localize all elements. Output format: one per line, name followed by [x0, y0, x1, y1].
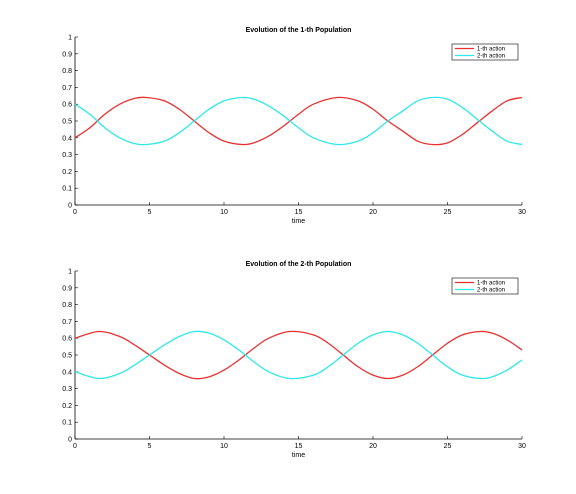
- x-tick-label: 20: [369, 443, 377, 450]
- x-tick-label: 30: [518, 443, 526, 450]
- x-tick-label: 20: [369, 209, 377, 216]
- legend-label: 1-th action: [477, 281, 505, 287]
- chart-2: Evolution of the 2-th Population 0 0.1 0.2 0…: [62, 261, 526, 459]
- x-tick-label: 5: [148, 209, 152, 216]
- x-tick-label: 10: [220, 443, 228, 450]
- chart-title: Evolution of the 2-th Population: [246, 261, 352, 268]
- chart-title: Evolution of the 1-th Population: [246, 27, 352, 34]
- x-tick-label: 5: [148, 443, 152, 450]
- chart-1: Evolution of the 1-th Population 0 0.1 0.2 0…: [62, 27, 526, 225]
- y-tick-label: 0.7: [62, 85, 72, 92]
- y-tick-label: 0.1: [62, 186, 72, 193]
- series-line-1: [74, 96, 523, 146]
- y-tick-label: 1: [68, 269, 72, 276]
- x-tick-label: 25: [444, 443, 452, 450]
- y-tick-label: 0.3: [62, 386, 72, 393]
- legend-label: 2-th action: [477, 288, 505, 294]
- y-tick-label: 0.4: [62, 135, 72, 142]
- x-axis-label: time: [292, 218, 305, 225]
- y-tick-label: 0.6: [62, 102, 72, 109]
- y-tick-label: 0.8: [62, 68, 72, 75]
- x-tick-label: 15: [295, 209, 303, 216]
- y-tick-label: 0.5: [62, 353, 72, 360]
- y-tick-label: 1: [68, 35, 72, 42]
- x-tick-label: 0: [73, 209, 77, 216]
- y-tick-label: 0.4: [62, 369, 72, 376]
- y-tick-label: 0.1: [62, 420, 72, 427]
- y-tick-label: 0.2: [62, 169, 72, 176]
- y-tick-label: 0.9: [62, 51, 72, 58]
- legend-label: 2-th action: [477, 54, 505, 60]
- x-axis-label: time: [292, 452, 305, 459]
- y-tick-label: 0.5: [62, 119, 72, 126]
- y-tick-label: 0.8: [62, 302, 72, 309]
- y-tick-label: 0: [68, 203, 72, 210]
- x-tick-label: 30: [518, 209, 526, 216]
- y-tick-label: 0.9: [62, 285, 72, 292]
- y-tick-label: 0.6: [62, 336, 72, 343]
- y-tick-label: 0.2: [62, 403, 72, 410]
- x-tick-label: 10: [220, 209, 228, 216]
- series-line-2: [74, 96, 523, 146]
- x-tick-label: 15: [295, 443, 303, 450]
- y-tick-label: 0.7: [62, 319, 72, 326]
- series-line-1: [74, 330, 523, 380]
- legend-label: 1-th action: [477, 47, 505, 53]
- series-line-2: [74, 330, 523, 380]
- y-tick-label: 0: [68, 437, 72, 444]
- x-tick-label: 25: [444, 209, 452, 216]
- x-tick-label: 0: [73, 443, 77, 450]
- y-tick-label: 0.3: [62, 152, 72, 159]
